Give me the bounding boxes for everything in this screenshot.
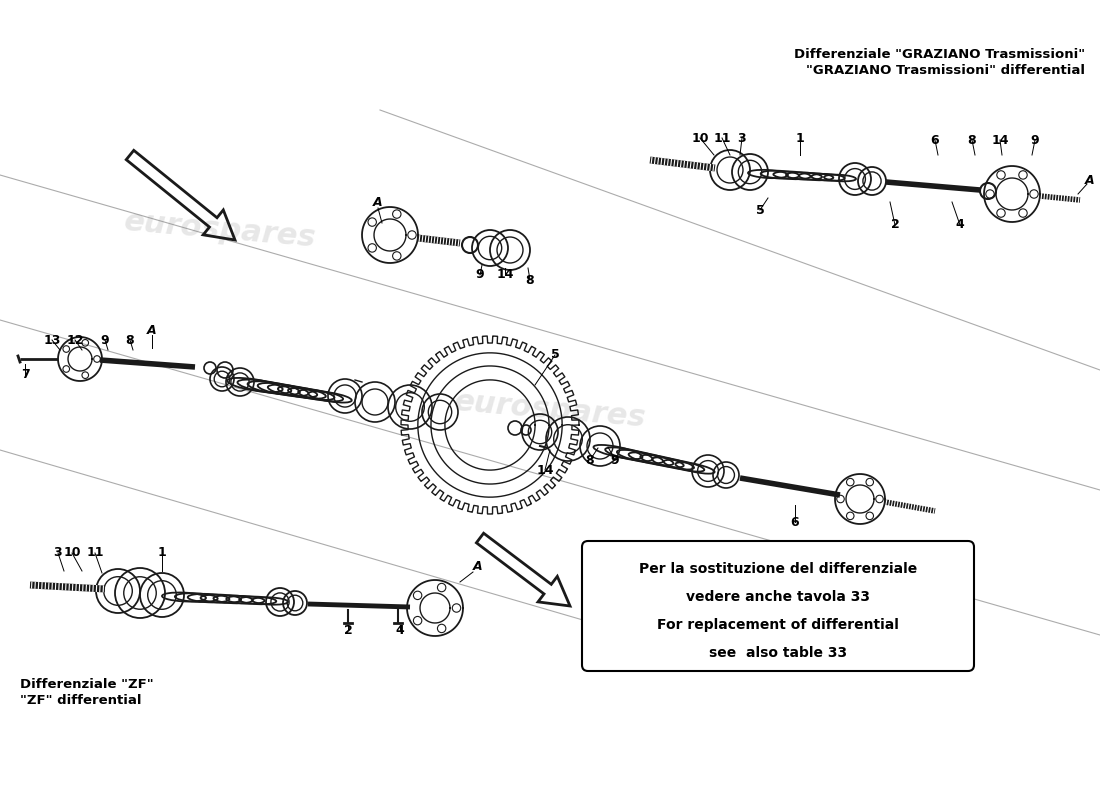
Text: 10: 10 xyxy=(691,131,708,145)
Text: A: A xyxy=(147,323,157,337)
Text: A: A xyxy=(1086,174,1094,186)
Text: Per la sostituzione del differenziale: Per la sostituzione del differenziale xyxy=(639,562,917,576)
Text: 6: 6 xyxy=(931,134,939,146)
Text: "ZF" differential: "ZF" differential xyxy=(20,694,142,706)
Text: 9: 9 xyxy=(1031,134,1040,146)
Text: 3: 3 xyxy=(54,546,63,559)
Text: 2: 2 xyxy=(891,218,900,231)
Text: 9: 9 xyxy=(475,269,484,282)
Text: 8: 8 xyxy=(585,454,594,466)
Text: 11: 11 xyxy=(86,546,103,559)
Text: 13: 13 xyxy=(43,334,60,346)
Text: 6: 6 xyxy=(791,515,800,529)
Text: 9: 9 xyxy=(101,334,109,346)
Text: A: A xyxy=(473,561,483,574)
Text: 2: 2 xyxy=(343,623,352,637)
Text: 10: 10 xyxy=(64,546,80,559)
Text: eurospares: eurospares xyxy=(652,547,847,593)
Text: For replacement of differential: For replacement of differential xyxy=(657,618,899,632)
Text: A: A xyxy=(373,197,383,210)
Text: 8: 8 xyxy=(526,274,535,286)
Text: 14: 14 xyxy=(537,463,553,477)
Text: vedere anche tavola 33: vedere anche tavola 33 xyxy=(686,590,870,604)
Text: 9: 9 xyxy=(610,454,619,466)
Text: 8: 8 xyxy=(125,334,134,346)
Text: 1: 1 xyxy=(157,546,166,559)
Text: Differenziale "GRAZIANO Trasmissioni": Differenziale "GRAZIANO Trasmissioni" xyxy=(794,49,1085,62)
Text: 5: 5 xyxy=(551,349,560,362)
Text: eurospares: eurospares xyxy=(453,387,647,433)
Text: see  also table 33: see also table 33 xyxy=(708,646,847,660)
Text: 8: 8 xyxy=(968,134,977,146)
Text: 4: 4 xyxy=(396,623,405,637)
Text: 3: 3 xyxy=(738,131,746,145)
Text: eurospares: eurospares xyxy=(123,207,317,253)
Text: 7: 7 xyxy=(21,369,30,382)
Text: 14: 14 xyxy=(496,269,514,282)
FancyBboxPatch shape xyxy=(582,541,974,671)
Text: 14: 14 xyxy=(991,134,1009,146)
Text: 5: 5 xyxy=(756,203,764,217)
Text: Differenziale "ZF": Differenziale "ZF" xyxy=(20,678,154,691)
Text: 11: 11 xyxy=(713,131,730,145)
Text: 4: 4 xyxy=(956,218,965,231)
Text: "GRAZIANO Trasmissioni" differential: "GRAZIANO Trasmissioni" differential xyxy=(806,63,1085,77)
Text: 12: 12 xyxy=(66,334,84,346)
Text: 1: 1 xyxy=(795,131,804,145)
